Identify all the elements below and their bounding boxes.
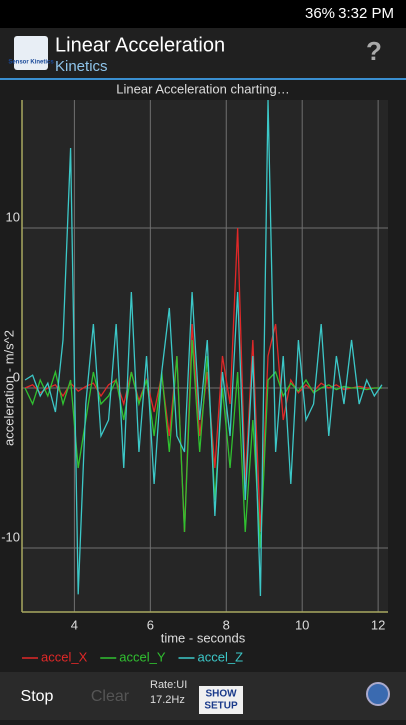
legend-label: accel_Z — [198, 649, 244, 664]
x-tick-label: 4 — [71, 617, 78, 632]
status-bar — [0, 0, 406, 28]
setup-top: SHOW — [205, 689, 237, 700]
x-tick-label: 12 — [371, 617, 385, 632]
plot-area — [22, 100, 388, 612]
y-tick-label: 10 — [6, 209, 20, 224]
y-tick-label: 0 — [13, 369, 20, 384]
legend-label: accel_Y — [119, 649, 166, 664]
x-tick-label: 10 — [295, 617, 309, 632]
series-line — [24, 99, 383, 597]
app-title: Linear Acceleration — [55, 34, 225, 56]
app-bar — [0, 28, 406, 78]
y-axis-label: acceleration - m/s^2 — [1, 330, 16, 446]
x-tick-label: 6 — [147, 617, 154, 632]
clear-button[interactable]: Clear — [91, 688, 130, 705]
help-button[interactable]: ? — [366, 36, 382, 66]
rate-value: 17.2Hz — [150, 694, 185, 706]
app-logo[interactable] — [14, 36, 48, 70]
logo-text: Sensor Kinetics — [8, 60, 54, 66]
x-axis-label: time - seconds — [161, 630, 246, 645]
y-tick-label: -10 — [1, 529, 20, 544]
stop-button[interactable]: Stop — [21, 688, 54, 705]
clock: 3:32 PM — [338, 5, 394, 22]
app-subtitle: Kinetics — [55, 58, 108, 75]
chart-title: Linear Acceleration charting… — [116, 81, 289, 96]
battery: 36% — [305, 5, 335, 22]
x-tick-label: 8 — [223, 617, 230, 632]
rate-label: Rate:UI — [150, 679, 187, 691]
app-bar-line — [0, 78, 406, 80]
setup-button[interactable] — [199, 686, 243, 714]
zoom-button[interactable] — [366, 682, 390, 706]
setup-bottom: SETUP — [204, 701, 238, 712]
legend-label: accel_X — [41, 649, 88, 664]
